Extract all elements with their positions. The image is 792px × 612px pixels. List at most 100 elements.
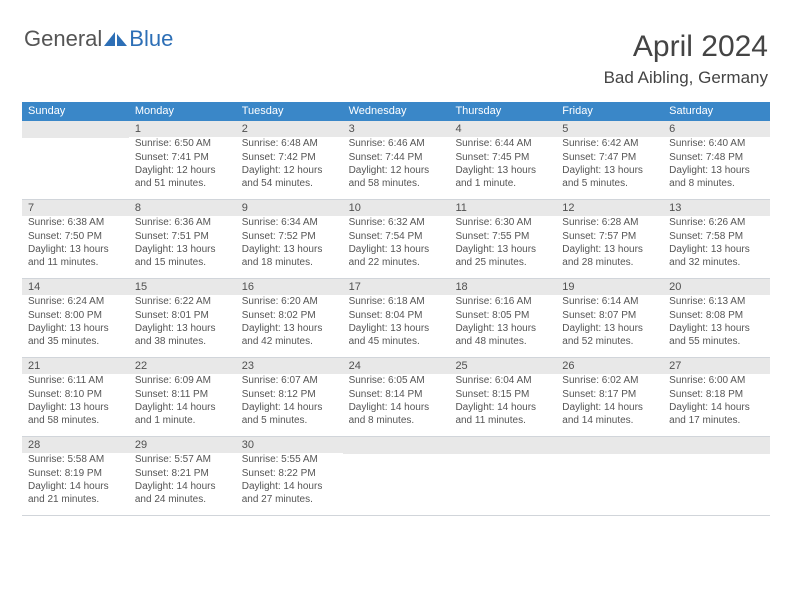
sunset-text: Sunset: 8:11 PM <box>129 388 236 402</box>
sunset-text: Sunset: 7:45 PM <box>449 151 556 165</box>
sunrise-text: Sunrise: 6:32 AM <box>343 216 450 230</box>
month-title: April 2024 <box>604 30 768 64</box>
sunrise-text: Sunrise: 6:40 AM <box>663 137 770 151</box>
calendar-day: 7Sunrise: 6:38 AMSunset: 7:50 PMDaylight… <box>22 200 129 278</box>
day-number: 3 <box>343 121 450 137</box>
sunrise-text: Sunrise: 6:34 AM <box>236 216 343 230</box>
sunset-text: Sunset: 8:21 PM <box>129 467 236 481</box>
day-number: 26 <box>556 358 663 374</box>
day-number: 21 <box>22 358 129 374</box>
brand-part2: Blue <box>129 26 173 52</box>
day-number: 19 <box>556 279 663 295</box>
day-number: 5 <box>556 121 663 137</box>
sunrise-text: Sunrise: 6:07 AM <box>236 374 343 388</box>
day-number: 7 <box>22 200 129 216</box>
daylight-text: Daylight: 13 hours and 25 minutes. <box>449 243 556 269</box>
day-number: 1 <box>129 121 236 137</box>
sunset-text: Sunset: 8:05 PM <box>449 309 556 323</box>
calendar-day: 30Sunrise: 5:55 AMSunset: 8:22 PMDayligh… <box>236 437 343 515</box>
sunrise-text: Sunrise: 6:28 AM <box>556 216 663 230</box>
calendar-day <box>449 437 556 515</box>
daylight-text: Daylight: 13 hours and 22 minutes. <box>343 243 450 269</box>
calendar-day: 23Sunrise: 6:07 AMSunset: 8:12 PMDayligh… <box>236 358 343 436</box>
day-number: 15 <box>129 279 236 295</box>
day-number: 12 <box>556 200 663 216</box>
calendar: SundayMondayTuesdayWednesdayThursdayFrid… <box>22 102 770 516</box>
calendar-day: 22Sunrise: 6:09 AMSunset: 8:11 PMDayligh… <box>129 358 236 436</box>
calendar-day: 2Sunrise: 6:48 AMSunset: 7:42 PMDaylight… <box>236 121 343 199</box>
sunset-text: Sunset: 7:48 PM <box>663 151 770 165</box>
daylight-text: Daylight: 13 hours and 58 minutes. <box>22 401 129 427</box>
calendar-day: 19Sunrise: 6:14 AMSunset: 8:07 PMDayligh… <box>556 279 663 357</box>
sunrise-text: Sunrise: 6:48 AM <box>236 137 343 151</box>
calendar-week: 14Sunrise: 6:24 AMSunset: 8:00 PMDayligh… <box>22 279 770 358</box>
sunset-text: Sunset: 8:02 PM <box>236 309 343 323</box>
day-number: 24 <box>343 358 450 374</box>
sunset-text: Sunset: 8:19 PM <box>22 467 129 481</box>
day-number: 18 <box>449 279 556 295</box>
weekday-header: SundayMondayTuesdayWednesdayThursdayFrid… <box>22 102 770 121</box>
sunset-text: Sunset: 8:22 PM <box>236 467 343 481</box>
weekday-label: Monday <box>129 102 236 121</box>
calendar-day: 27Sunrise: 6:00 AMSunset: 8:18 PMDayligh… <box>663 358 770 436</box>
daylight-text: Daylight: 13 hours and 5 minutes. <box>556 164 663 190</box>
calendar-week: 28Sunrise: 5:58 AMSunset: 8:19 PMDayligh… <box>22 437 770 516</box>
day-number <box>343 437 450 454</box>
sunset-text: Sunset: 8:01 PM <box>129 309 236 323</box>
sunrise-text: Sunrise: 6:05 AM <box>343 374 450 388</box>
sunset-text: Sunset: 7:47 PM <box>556 151 663 165</box>
sunset-text: Sunset: 8:17 PM <box>556 388 663 402</box>
sunrise-text: Sunrise: 6:42 AM <box>556 137 663 151</box>
sunset-text: Sunset: 7:44 PM <box>343 151 450 165</box>
daylight-text: Daylight: 13 hours and 8 minutes. <box>663 164 770 190</box>
weekday-label: Wednesday <box>343 102 450 121</box>
calendar-day: 5Sunrise: 6:42 AMSunset: 7:47 PMDaylight… <box>556 121 663 199</box>
daylight-text: Daylight: 13 hours and 42 minutes. <box>236 322 343 348</box>
daylight-text: Daylight: 13 hours and 15 minutes. <box>129 243 236 269</box>
sunrise-text: Sunrise: 6:02 AM <box>556 374 663 388</box>
sunrise-text: Sunrise: 6:50 AM <box>129 137 236 151</box>
sunset-text: Sunset: 8:07 PM <box>556 309 663 323</box>
day-number: 9 <box>236 200 343 216</box>
sunset-text: Sunset: 8:14 PM <box>343 388 450 402</box>
daylight-text: Daylight: 14 hours and 14 minutes. <box>556 401 663 427</box>
day-number: 29 <box>129 437 236 453</box>
calendar-day: 16Sunrise: 6:20 AMSunset: 8:02 PMDayligh… <box>236 279 343 357</box>
day-number: 8 <box>129 200 236 216</box>
daylight-text: Daylight: 13 hours and 48 minutes. <box>449 322 556 348</box>
daylight-text: Daylight: 12 hours and 58 minutes. <box>343 164 450 190</box>
day-number: 22 <box>129 358 236 374</box>
daylight-text: Daylight: 14 hours and 1 minute. <box>129 401 236 427</box>
daylight-text: Daylight: 13 hours and 11 minutes. <box>22 243 129 269</box>
calendar-day: 17Sunrise: 6:18 AMSunset: 8:04 PMDayligh… <box>343 279 450 357</box>
calendar-week: 1Sunrise: 6:50 AMSunset: 7:41 PM Daylight… <box>22 121 770 200</box>
day-number: 23 <box>236 358 343 374</box>
calendar-day: 10Sunrise: 6:32 AMSunset: 7:54 PMDayligh… <box>343 200 450 278</box>
day-number: 16 <box>236 279 343 295</box>
sunrise-text: Sunrise: 6:44 AM <box>449 137 556 151</box>
sunset-text: Sunset: 8:15 PM <box>449 388 556 402</box>
calendar-day: 26Sunrise: 6:02 AMSunset: 8:17 PMDayligh… <box>556 358 663 436</box>
sunset-text: Sunset: 7:54 PM <box>343 230 450 244</box>
sunset-text: Sunset: 7:50 PM <box>22 230 129 244</box>
sunrise-text: Sunrise: 5:58 AM <box>22 453 129 467</box>
daylight-text: Daylight: 13 hours and 35 minutes. <box>22 322 129 348</box>
day-number <box>22 121 129 138</box>
calendar-day: 20Sunrise: 6:13 AMSunset: 8:08 PMDayligh… <box>663 279 770 357</box>
sunrise-text: Sunrise: 6:36 AM <box>129 216 236 230</box>
sunset-text: Sunset: 7:41 PM <box>129 151 236 165</box>
sunrise-text: Sunrise: 6:00 AM <box>663 374 770 388</box>
calendar-body: 1Sunrise: 6:50 AMSunset: 7:41 PM Daylight… <box>22 121 770 516</box>
calendar-day: 18Sunrise: 6:16 AMSunset: 8:05 PMDayligh… <box>449 279 556 357</box>
day-number: 4 <box>449 121 556 137</box>
sunset-text: Sunset: 8:10 PM <box>22 388 129 402</box>
daylight-text: Daylight: 13 hours and 45 minutes. <box>343 322 450 348</box>
calendar-day: 6Sunrise: 6:40 AMSunset: 7:48 PMDaylight… <box>663 121 770 199</box>
sunset-text: Sunset: 7:58 PM <box>663 230 770 244</box>
daylight-text: Daylight: 14 hours and 27 minutes. <box>236 480 343 506</box>
calendar-day: 14Sunrise: 6:24 AMSunset: 8:00 PMDayligh… <box>22 279 129 357</box>
sunset-text: Sunset: 7:51 PM <box>129 230 236 244</box>
sunrise-text: Sunrise: 6:30 AM <box>449 216 556 230</box>
calendar-week: 21Sunrise: 6:11 AMSunset: 8:10 PMDayligh… <box>22 358 770 437</box>
calendar-day: 28Sunrise: 5:58 AMSunset: 8:19 PMDayligh… <box>22 437 129 515</box>
